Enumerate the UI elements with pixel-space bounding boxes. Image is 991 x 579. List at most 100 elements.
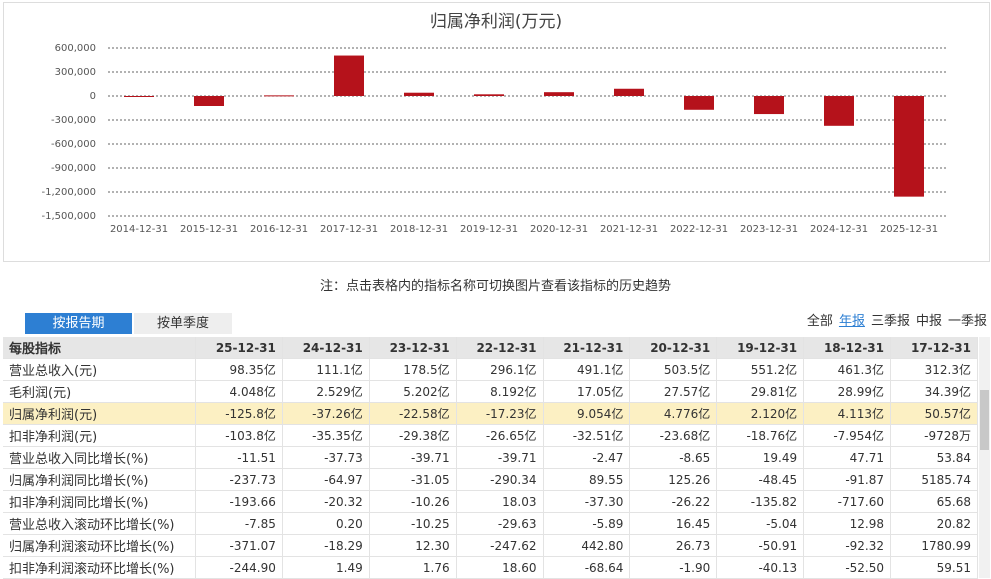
period-link[interactable]: 中报 xyxy=(915,314,942,329)
metric-name[interactable]: 归属净利润滚动环比增长(%) xyxy=(3,534,196,557)
bar xyxy=(404,92,434,96)
metric-name[interactable]: 营业总收入(元) xyxy=(3,358,196,381)
period-link[interactable]: 年报 xyxy=(838,314,865,329)
y-tick-label: 0 xyxy=(90,91,96,102)
table-cell: -2.47 xyxy=(543,446,631,469)
header-cell: 25-12-31 xyxy=(195,337,283,359)
y-tick-label: 300,000 xyxy=(55,67,96,78)
x-tick-label: 2019-12-31 xyxy=(460,224,518,235)
table-cell: 26.73 xyxy=(629,534,718,557)
table-cell: -50.91 xyxy=(716,534,805,557)
table-row: 扣非净利润(元) -103.8亿 -35.35亿 -29.38亿 -26.65亿 -32.… xyxy=(3,424,978,447)
table-cell: 65.68 xyxy=(890,490,978,513)
table-cell: 5185.74 xyxy=(890,468,978,491)
table-cell: -20.32 xyxy=(282,490,370,513)
y-tick-label: -1,500,000 xyxy=(41,211,96,222)
table-cell: -135.82 xyxy=(716,490,805,513)
period-link[interactable]: 三季报 xyxy=(870,314,910,329)
table-cell: -26.65亿 xyxy=(456,424,544,447)
metric-name[interactable]: 营业总收入滚动环比增长(%) xyxy=(3,512,196,535)
table-cell: -48.45 xyxy=(716,468,805,491)
bar xyxy=(824,96,854,126)
table-cell: 19.49 xyxy=(716,446,805,469)
table-cell: -92.32 xyxy=(803,534,891,557)
table-cell: -40.13 xyxy=(716,556,805,579)
bar xyxy=(684,96,714,110)
metric-name[interactable]: 扣非净利润(元) xyxy=(3,424,196,447)
table-cell: -29.38亿 xyxy=(369,424,457,447)
table-cell: 111.1亿 xyxy=(282,358,370,381)
metric-name[interactable]: 归属净利润同比增长(%) xyxy=(3,468,196,491)
header-row: 每股指标 25-12-31 24-12-31 23-12-31 22-12-31 21-1… xyxy=(3,337,978,359)
table-cell: -125.8亿 xyxy=(195,402,283,425)
table-cell: 47.71 xyxy=(803,446,891,469)
scrollbar-thumb[interactable] xyxy=(980,390,989,450)
table-cell: -10.25 xyxy=(369,512,457,535)
table-cell: 1780.99 xyxy=(890,534,978,557)
table-cell: 89.55 xyxy=(543,468,631,491)
header-cell: 24-12-31 xyxy=(282,337,370,359)
table-cell: -5.89 xyxy=(543,512,631,535)
table-cell: 0.20 xyxy=(282,512,370,535)
tab[interactable]: 按报告期 xyxy=(25,313,132,334)
chart-title: 归属净利润(万元) xyxy=(430,12,562,32)
table-cell: -39.71 xyxy=(456,446,544,469)
table-cell: -18.76亿 xyxy=(716,424,805,447)
table-cell: 17.05亿 xyxy=(543,380,631,403)
x-tick-label: 2022-12-31 xyxy=(670,224,728,235)
table-cell: -31.05 xyxy=(369,468,457,491)
table-row: 扣非净利润滚动环比增长(%) -244.90 1.49 1.76 18.60 -68.64… xyxy=(3,556,978,579)
y-tick-label: -600,000 xyxy=(51,139,96,150)
table-cell: -1.90 xyxy=(629,556,718,579)
table-row: 归属净利润同比增长(%) -237.73 -64.97 -31.05 -290.34 89… xyxy=(3,468,978,491)
metric-name[interactable]: 扣非净利润同比增长(%) xyxy=(3,490,196,513)
table-row: 营业总收入(元) 98.35亿 111.1亿 178.5亿 296.1亿 491.1亿 50… xyxy=(3,358,978,381)
bar xyxy=(544,92,574,96)
table-cell: -29.63 xyxy=(456,512,544,535)
table-cell: -247.62 xyxy=(456,534,544,557)
table-cell: -371.07 xyxy=(195,534,283,557)
metric-name[interactable]: 扣非净利润滚动环比增长(%) xyxy=(3,556,196,579)
tab[interactable]: 按单季度 xyxy=(134,313,232,334)
x-tick-label: 2018-12-31 xyxy=(390,224,448,235)
table-cell: 461.3亿 xyxy=(803,358,891,381)
table-cell: -18.29 xyxy=(282,534,370,557)
table-cell: -11.51 xyxy=(195,446,283,469)
table-cell: -32.51亿 xyxy=(543,424,631,447)
table-cell: 59.51 xyxy=(890,556,978,579)
scrollbar xyxy=(979,337,990,578)
header-cell: 17-12-31 xyxy=(890,337,978,359)
bar xyxy=(474,94,504,96)
period-filter: 全部 年报 三季报 中报 一季报 xyxy=(801,310,987,329)
table-cell: 8.192亿 xyxy=(456,380,544,403)
table-cell: -35.35亿 xyxy=(282,424,370,447)
x-tick-label: 2020-12-31 xyxy=(530,224,588,235)
table-cell: 29.81亿 xyxy=(716,380,805,403)
table-cell: 296.1亿 xyxy=(456,358,544,381)
bar xyxy=(894,96,924,197)
table-row: 毛利润(元) 4.048亿 2.529亿 5.202亿 8.192亿 17.05亿 27.5… xyxy=(3,380,978,403)
table-cell: 20.82 xyxy=(890,512,978,535)
table-cell: 312.3亿 xyxy=(890,358,978,381)
metric-name[interactable]: 归属净利润(元) xyxy=(3,402,196,425)
period-link[interactable]: 全部 xyxy=(806,314,833,329)
table-cell: 16.45 xyxy=(629,512,718,535)
x-tick-label: 2016-12-31 xyxy=(250,224,308,235)
x-tick-label: 2025-12-31 xyxy=(880,224,938,235)
metric-name[interactable]: 毛利润(元) xyxy=(3,380,196,403)
bar xyxy=(124,96,154,97)
y-tick-label: 600,000 xyxy=(55,43,96,54)
metric-name[interactable]: 营业总收入同比增长(%) xyxy=(3,446,196,469)
table-row: 营业总收入滚动环比增长(%) -7.85 0.20 -10.25 -29.63 -5.89… xyxy=(3,512,978,535)
bar xyxy=(754,96,784,115)
x-tick-label: 2017-12-31 xyxy=(320,224,378,235)
table-cell: 12.30 xyxy=(369,534,457,557)
y-tick-label: -300,000 xyxy=(51,115,96,126)
table-cell: -37.73 xyxy=(282,446,370,469)
table-cell: -244.90 xyxy=(195,556,283,579)
period-link[interactable]: 一季报 xyxy=(947,314,987,329)
table-cell: 18.03 xyxy=(456,490,544,513)
table-row: 归属净利润(元) -125.8亿 -37.26亿 -22.58亿 -17.23亿 9.05… xyxy=(3,402,978,425)
table-cell: 4.776亿 xyxy=(629,402,718,425)
table-cell: -7.954亿 xyxy=(803,424,891,447)
